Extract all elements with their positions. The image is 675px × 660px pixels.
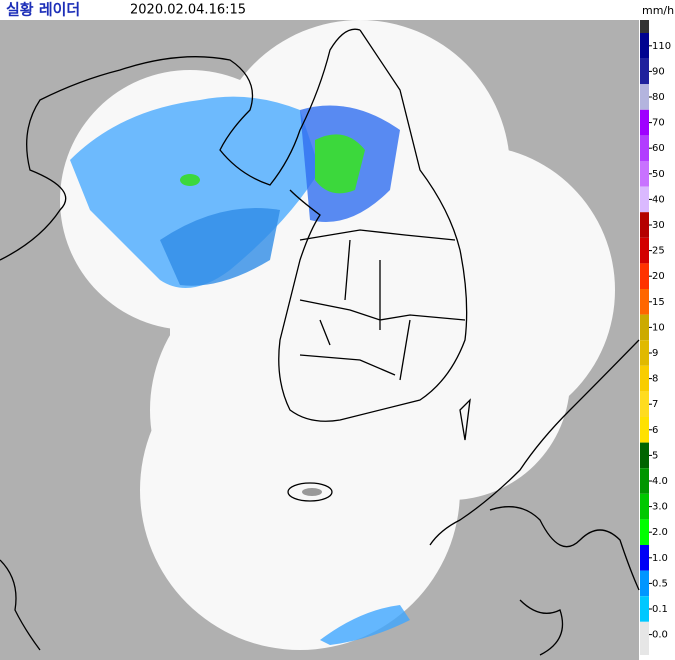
coastline — [0, 28, 640, 656]
legend-label: 60 — [652, 143, 665, 154]
timestamp: 2020.02.04.16:15 — [130, 3, 246, 18]
legend-swatch — [640, 621, 649, 655]
map — [0, 20, 640, 660]
legend-swatch — [640, 391, 649, 417]
legend-swatch — [640, 493, 649, 520]
legend-swatch — [640, 596, 649, 622]
legend-swatch — [640, 237, 649, 264]
legend-cap — [640, 20, 649, 33]
legend-label: 20 — [652, 271, 665, 282]
legend-label: 90 — [652, 66, 665, 77]
legend-swatch — [640, 58, 649, 85]
legend-label: 30 — [652, 220, 665, 231]
legend-swatch — [640, 135, 649, 161]
legend-swatch — [640, 442, 649, 469]
legend-label: 1.0 — [652, 553, 668, 564]
legend-label: 15 — [652, 297, 665, 308]
legend-label: 25 — [652, 246, 665, 257]
legend-swatch — [640, 570, 649, 597]
legend-label: 3.0 — [652, 502, 668, 513]
legend-label: 4.0 — [652, 476, 668, 487]
legend-swatch — [640, 314, 649, 341]
legend-swatch — [640, 109, 649, 136]
legend-label: 7 — [652, 399, 658, 410]
legend-swatch — [640, 84, 649, 110]
legend-label: 0.5 — [652, 578, 668, 589]
legend-swatch — [640, 468, 649, 494]
legend-label: 6 — [652, 425, 658, 436]
legend-label: 0.1 — [652, 604, 668, 615]
legend-swatch — [640, 263, 649, 289]
legend-swatch — [640, 289, 649, 315]
title: 실황 레이더 — [6, 1, 80, 19]
legend-label: 9 — [652, 348, 658, 359]
legend-swatch — [640, 340, 649, 366]
legend-label: 50 — [652, 169, 665, 180]
legend-swatch — [640, 365, 649, 392]
legend-swatch — [640, 186, 649, 213]
legend-label: 10 — [652, 322, 665, 333]
legend-swatch — [640, 417, 649, 443]
legend-swatch — [640, 212, 649, 238]
legend-label: 110 — [652, 41, 671, 52]
legend-label: 70 — [652, 118, 665, 129]
legend-label: 0.0 — [652, 630, 668, 641]
legend-swatch — [640, 161, 649, 187]
legend-swatch — [640, 545, 649, 571]
legend-swatch — [640, 519, 649, 545]
legend: 110 90 80 70 60 50 40 30 25 20 15 10 9 8 7 6 5 4.0 3.0 2.0 1… — [640, 20, 671, 655]
legend-label: 2.0 — [652, 527, 668, 538]
legend-label: 40 — [652, 194, 665, 205]
legend-label: 80 — [652, 92, 665, 103]
rain-echo — [70, 96, 410, 645]
legend-swatch — [640, 33, 649, 59]
unit-label: mm/h — [642, 4, 674, 17]
legend-label: 5 — [652, 450, 658, 461]
legend-label: 8 — [652, 374, 658, 385]
